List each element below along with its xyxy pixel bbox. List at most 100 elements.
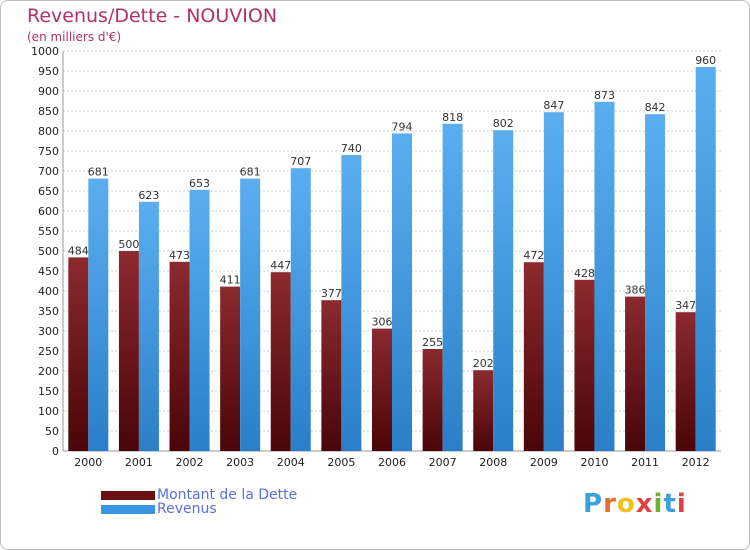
bars — [68, 67, 716, 452]
data-label-dette: 447 — [270, 259, 291, 272]
data-label-revenus: 623 — [138, 189, 159, 202]
data-label-dette: 306 — [372, 316, 393, 329]
y-tick-label: 700 — [38, 165, 59, 178]
x-tick-label: 2005 — [327, 456, 355, 469]
bar-revenus — [341, 155, 362, 451]
bar-revenus — [695, 67, 716, 451]
x-tick-label: 2007 — [429, 456, 457, 469]
data-label-revenus: 847 — [543, 99, 564, 112]
chart-title: Revenus/Dette - NOUVION — [27, 5, 278, 27]
x-axis-ticks: 2000 2001 2002 2003 2004 2005 2006 2007 2008 2009… — [74, 456, 709, 469]
data-label-dette: 347 — [675, 299, 696, 312]
data-label-revenus: 802 — [493, 117, 514, 130]
x-tick-label: 2010 — [580, 456, 608, 469]
x-tick-label: 2012 — [682, 456, 710, 469]
data-label-dette: 386 — [625, 284, 646, 297]
x-tick-label: 2011 — [631, 456, 659, 469]
data-label-revenus: 873 — [594, 89, 615, 102]
data-labels: 484 681 500 623 473 653 411 681 447 707 377 740 306 7… — [68, 54, 716, 370]
logo-letter: r — [603, 489, 617, 519]
x-tick-label: 2008 — [479, 456, 507, 469]
logo-letter: x — [635, 489, 654, 519]
y-tick-label: 250 — [38, 345, 59, 358]
proxiti-logo: Proxiti — [583, 489, 687, 519]
data-label-dette: 473 — [169, 249, 190, 262]
bar-revenus — [645, 114, 666, 451]
y-axis-ticks: 0 50 100 150 200 250 300 350 400 450 500 550 600 650 7… — [31, 45, 59, 458]
data-label-revenus: 681 — [88, 166, 109, 179]
y-tick-label: 200 — [38, 365, 59, 378]
bar-revenus — [88, 178, 109, 451]
bar-dette — [675, 312, 696, 451]
bar-revenus — [189, 189, 210, 452]
bar-revenus — [594, 101, 615, 452]
data-label-dette: 428 — [574, 267, 595, 280]
data-label-revenus: 740 — [341, 142, 362, 155]
y-tick-label: 500 — [38, 245, 59, 258]
data-label-revenus: 794 — [392, 120, 413, 133]
data-label-dette: 472 — [523, 249, 544, 262]
x-tick-label: 2001 — [125, 456, 153, 469]
data-label-revenus: 960 — [695, 54, 716, 67]
y-tick-label: 400 — [38, 285, 59, 298]
x-tick-label: 2009 — [530, 456, 558, 469]
logo-letter: P — [583, 489, 604, 519]
y-tick-label: 750 — [38, 145, 59, 158]
y-tick-label: 550 — [38, 225, 59, 238]
bar-revenus — [493, 130, 514, 451]
y-tick-label: 150 — [38, 385, 59, 398]
y-tick-label: 50 — [45, 425, 59, 438]
bar-dette — [372, 328, 392, 451]
legend-item-revenus: Revenus — [101, 501, 217, 517]
bar-revenus — [138, 201, 159, 451]
y-tick-label: 450 — [38, 265, 59, 278]
y-tick-label: 0 — [52, 445, 59, 458]
x-tick-label: 2002 — [176, 456, 204, 469]
data-label-dette: 202 — [473, 357, 494, 370]
bar-dette — [422, 349, 443, 451]
y-tick-label: 650 — [38, 185, 59, 198]
bar-revenus — [240, 178, 261, 451]
bar-dette — [68, 257, 89, 451]
data-label-dette: 411 — [220, 274, 241, 287]
data-label-revenus: 818 — [442, 111, 463, 124]
data-label-revenus: 707 — [290, 155, 311, 168]
bar-revenus — [442, 123, 463, 452]
y-tick-label: 900 — [38, 85, 59, 98]
bar-dette — [220, 286, 241, 451]
chart-subtitle: (en milliers d'€) — [27, 30, 122, 44]
y-tick-label: 950 — [38, 65, 59, 78]
x-tick-label: 2006 — [378, 456, 406, 469]
data-label-revenus: 653 — [189, 177, 210, 190]
x-tick-label: 2003 — [226, 456, 254, 469]
y-tick-label: 850 — [38, 105, 59, 118]
bar-revenus — [290, 168, 311, 451]
bar-dette — [118, 251, 139, 451]
data-label-dette: 255 — [422, 336, 443, 349]
data-label-dette: 377 — [321, 287, 342, 300]
bar-dette — [321, 300, 342, 451]
data-label-revenus: 842 — [645, 101, 666, 114]
bar-dette — [473, 370, 494, 451]
data-label-revenus: 681 — [240, 166, 261, 179]
data-label-dette: 484 — [68, 244, 89, 257]
y-tick-label: 100 — [38, 405, 59, 418]
y-tick-label: 600 — [38, 205, 59, 218]
y-tick-label: 800 — [38, 125, 59, 138]
bar-dette — [169, 261, 190, 451]
legend-swatch-revenus — [101, 504, 155, 514]
bar-revenus — [392, 133, 412, 451]
y-tick-label: 350 — [38, 305, 59, 318]
logo-letter: t — [663, 489, 677, 519]
bar-dette — [270, 272, 291, 451]
x-tick-label: 2004 — [277, 456, 305, 469]
logo-letter: o — [616, 489, 636, 519]
y-tick-label: 1000 — [31, 45, 59, 58]
legend-item-dette: Montant de la Dette — [101, 487, 297, 503]
bar-dette — [523, 262, 544, 451]
data-label-dette: 500 — [118, 238, 139, 251]
bar-dette — [625, 296, 646, 451]
legend-label-revenus: Revenus — [157, 501, 217, 517]
